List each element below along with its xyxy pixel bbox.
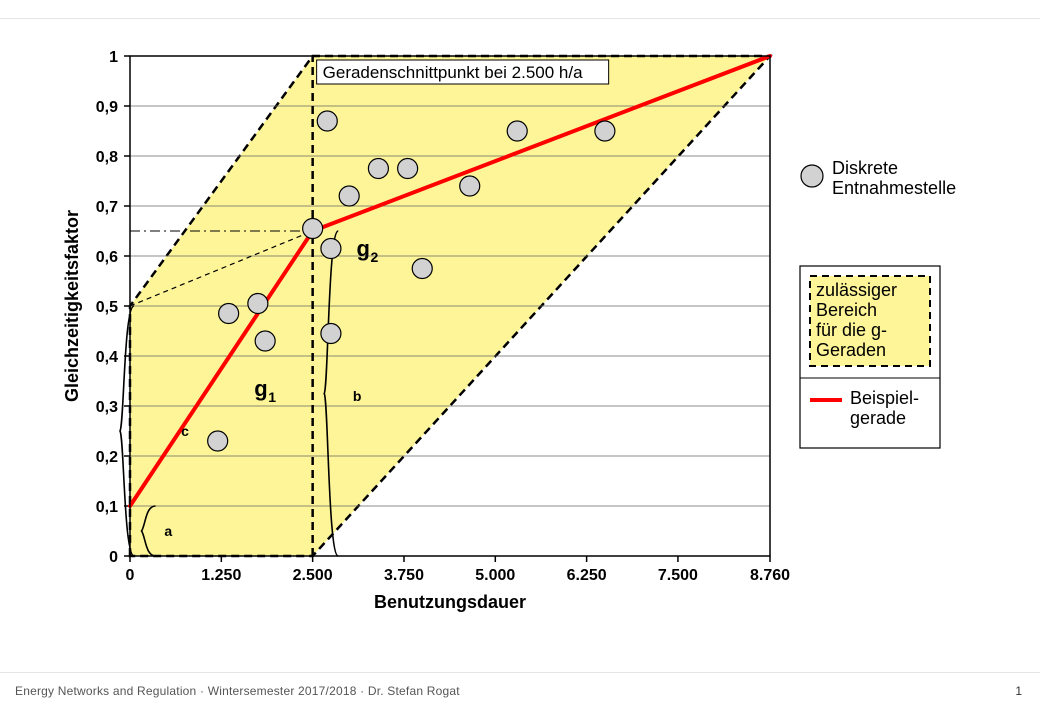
footer-left: Energy Networks and Regulation · Winters… <box>15 684 460 698</box>
svg-text:2.500: 2.500 <box>293 567 333 584</box>
svg-text:Benutzungsdauer: Benutzungsdauer <box>374 592 526 612</box>
chart-container: 0 1.250 2.500 3.750 5.000 6.250 7.500 8.760 0 0,1… <box>60 46 980 651</box>
svg-text:gerade: gerade <box>850 408 906 428</box>
svg-text:0,7: 0,7 <box>96 199 118 216</box>
svg-text:0: 0 <box>126 567 135 584</box>
svg-text:8.760: 8.760 <box>750 567 790 584</box>
svg-text:6.250: 6.250 <box>567 567 607 584</box>
svg-text:0,8: 0,8 <box>96 149 118 166</box>
svg-text:0,1: 0,1 <box>96 499 118 516</box>
svg-text:0,4: 0,4 <box>96 349 118 366</box>
svg-text:0,2: 0,2 <box>96 449 118 466</box>
svg-text:0,5: 0,5 <box>96 299 118 316</box>
svg-text:Bereich: Bereich <box>816 300 877 320</box>
svg-text:1.250: 1.250 <box>201 567 241 584</box>
footer-page-number: 1 <box>1015 684 1022 698</box>
svg-text:zulässiger: zulässiger <box>816 280 897 300</box>
svg-text:0: 0 <box>109 549 118 566</box>
svg-text:0,3: 0,3 <box>96 399 118 416</box>
svg-text:7.500: 7.500 <box>658 567 698 584</box>
svg-text:Geraden: Geraden <box>816 340 886 360</box>
svg-text:Gleichzeitigkeitsfaktor: Gleichzeitigkeitsfaktor <box>62 210 82 402</box>
svg-text:b: b <box>353 388 362 404</box>
svg-text:3.750: 3.750 <box>384 567 424 584</box>
divider-top <box>0 18 1040 19</box>
svg-text:a: a <box>164 523 172 539</box>
svg-text:für die g-: für die g- <box>816 320 887 340</box>
svg-text:Beispiel-: Beispiel- <box>850 388 919 408</box>
chart-svg: 0 1.250 2.500 3.750 5.000 6.250 7.500 8.760 0 0,1… <box>60 46 980 646</box>
svg-text:1: 1 <box>109 49 118 66</box>
svg-text:5.000: 5.000 <box>475 567 515 584</box>
svg-text:1: 1 <box>268 389 276 405</box>
svg-text:Diskrete: Diskrete <box>832 158 898 178</box>
divider-bottom <box>0 672 1040 673</box>
svg-text:2: 2 <box>370 249 378 265</box>
svg-text:c: c <box>181 423 189 439</box>
svg-text:0,9: 0,9 <box>96 99 118 116</box>
svg-text:g: g <box>254 376 267 401</box>
svg-text:0,6: 0,6 <box>96 249 118 266</box>
svg-text:Entnahmestelle: Entnahmestelle <box>832 178 956 198</box>
svg-text:g: g <box>356 236 369 261</box>
svg-text:Geradenschnittpunkt bei 2.500: Geradenschnittpunkt bei 2.500 h/a <box>323 63 583 82</box>
